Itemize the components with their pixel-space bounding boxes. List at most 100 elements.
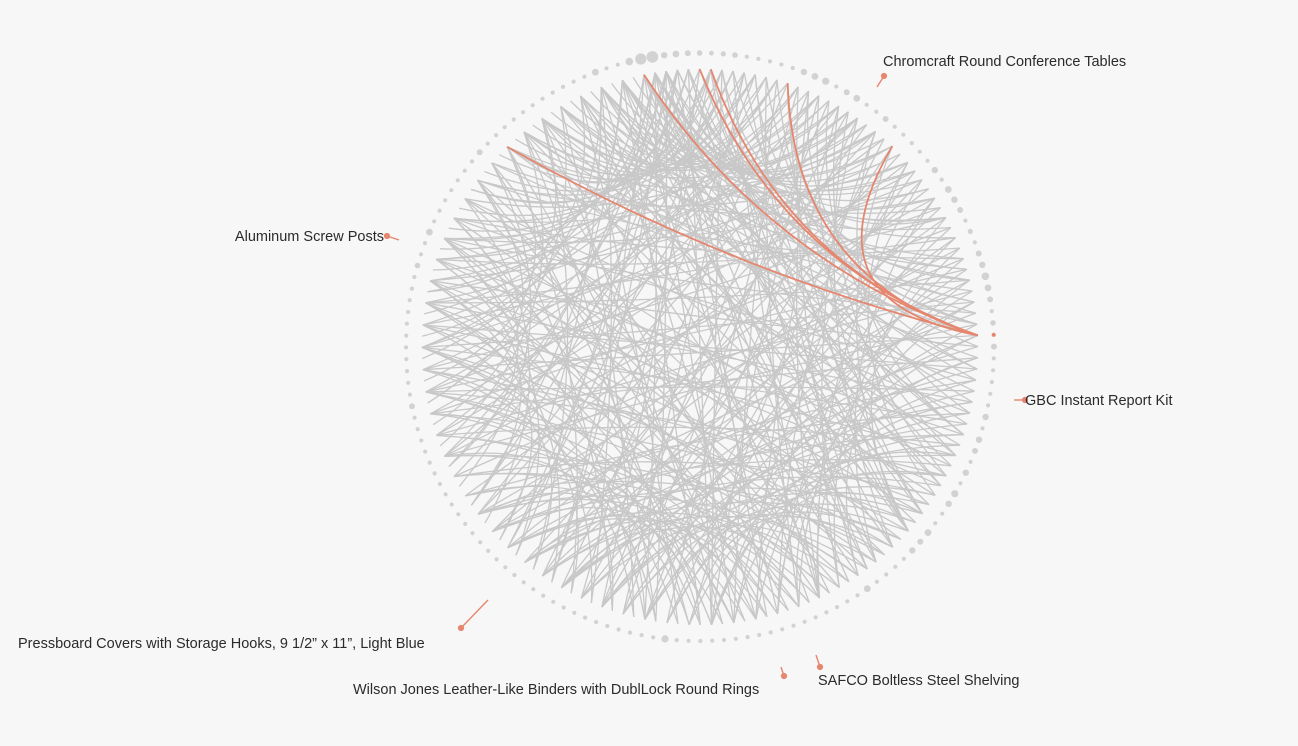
node[interactable] <box>991 343 997 350</box>
node[interactable] <box>531 587 536 592</box>
node[interactable] <box>991 368 996 373</box>
node[interactable] <box>768 630 773 635</box>
node[interactable] <box>594 619 599 625</box>
node[interactable] <box>756 56 761 62</box>
node[interactable] <box>463 521 468 527</box>
node[interactable] <box>863 585 871 593</box>
node[interactable] <box>822 77 830 85</box>
node[interactable] <box>404 369 410 374</box>
node[interactable] <box>494 133 499 138</box>
node[interactable] <box>407 298 412 303</box>
node[interactable] <box>882 116 889 122</box>
node[interactable] <box>909 141 914 146</box>
node[interactable] <box>512 572 517 578</box>
node[interactable] <box>406 309 411 315</box>
node[interactable] <box>661 635 669 643</box>
node[interactable] <box>733 636 738 641</box>
node[interactable] <box>987 296 994 303</box>
node[interactable] <box>940 511 945 516</box>
node[interactable] <box>945 500 952 507</box>
node[interactable] <box>709 50 714 56</box>
node[interactable] <box>984 284 992 292</box>
highlighted-chord-edge[interactable] <box>709 68 979 337</box>
node[interactable] <box>989 309 994 314</box>
node[interactable] <box>443 492 448 497</box>
node[interactable] <box>972 447 978 454</box>
node[interactable] <box>550 90 555 95</box>
node[interactable] <box>423 449 428 454</box>
node[interactable] <box>409 403 415 410</box>
node[interactable] <box>443 198 448 203</box>
node[interactable] <box>449 188 454 193</box>
node[interactable] <box>541 593 546 598</box>
node[interactable] <box>722 637 727 643</box>
node[interactable] <box>615 62 620 67</box>
node[interactable] <box>892 124 897 129</box>
node[interactable] <box>432 471 437 476</box>
node[interactable] <box>800 68 808 76</box>
node[interactable] <box>422 241 428 246</box>
node[interactable] <box>972 240 977 245</box>
node[interactable] <box>502 125 507 130</box>
node[interactable] <box>627 630 633 635</box>
node[interactable] <box>530 103 535 108</box>
node[interactable] <box>791 623 796 628</box>
node[interactable] <box>412 415 417 420</box>
node[interactable] <box>470 531 475 536</box>
node[interactable] <box>404 357 409 362</box>
node[interactable] <box>924 529 932 536</box>
node[interactable] <box>503 565 508 570</box>
node[interactable] <box>605 623 610 629</box>
node[interactable] <box>469 159 475 164</box>
node[interactable] <box>583 615 588 620</box>
node[interactable] <box>744 54 749 59</box>
node[interactable] <box>406 380 411 385</box>
node[interactable] <box>478 540 483 545</box>
node[interactable] <box>418 252 424 257</box>
node[interactable] <box>802 619 807 624</box>
node[interactable] <box>917 538 924 545</box>
node[interactable] <box>901 556 907 561</box>
node[interactable] <box>571 79 576 84</box>
node[interactable] <box>437 481 442 487</box>
node[interactable] <box>616 627 621 632</box>
node[interactable] <box>674 638 679 643</box>
node[interactable] <box>980 426 985 431</box>
node[interactable] <box>455 178 460 183</box>
node[interactable] <box>412 274 417 280</box>
node[interactable] <box>975 436 983 443</box>
node[interactable] <box>592 68 599 76</box>
node[interactable] <box>604 66 609 71</box>
node[interactable] <box>521 580 526 585</box>
node[interactable] <box>843 89 850 96</box>
node[interactable] <box>990 320 996 326</box>
node[interactable] <box>462 168 467 173</box>
node[interactable] <box>982 413 989 421</box>
highlighted-node[interactable] <box>991 332 996 337</box>
node[interactable] <box>981 272 990 281</box>
node[interactable] <box>732 52 738 58</box>
node[interactable] <box>988 391 993 396</box>
node[interactable] <box>521 110 526 115</box>
node[interactable] <box>874 579 880 584</box>
node[interactable] <box>651 635 656 640</box>
node[interactable] <box>893 564 898 569</box>
node[interactable] <box>989 379 995 385</box>
node[interactable] <box>572 610 577 615</box>
node[interactable] <box>582 74 587 79</box>
node[interactable] <box>672 50 680 58</box>
node[interactable] <box>561 605 566 610</box>
node[interactable] <box>404 321 409 326</box>
node[interactable] <box>968 459 973 464</box>
node[interactable] <box>419 438 424 443</box>
node[interactable] <box>951 196 958 203</box>
node[interactable] <box>710 638 715 643</box>
node[interactable] <box>476 149 483 156</box>
node[interactable] <box>635 53 647 65</box>
node[interactable] <box>853 94 861 102</box>
node[interactable] <box>511 117 516 122</box>
node[interactable] <box>790 65 795 71</box>
node[interactable] <box>696 50 703 56</box>
node[interactable] <box>661 52 668 59</box>
node[interactable] <box>686 638 691 643</box>
